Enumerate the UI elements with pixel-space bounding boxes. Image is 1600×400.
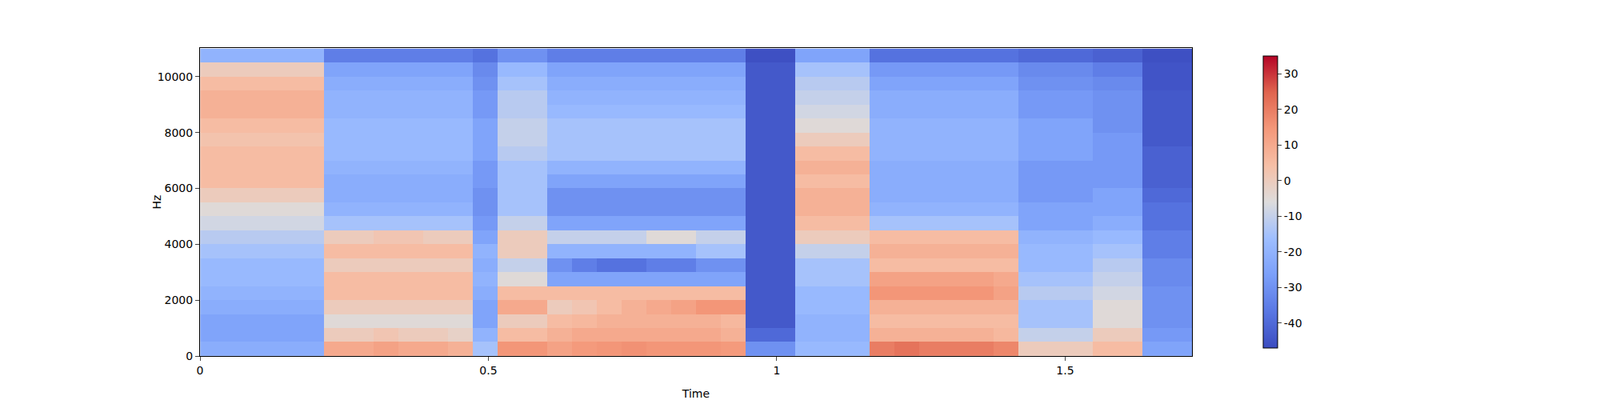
svg-text:1.5: 1.5 (1056, 364, 1074, 377)
svg-text:10: 10 (1284, 138, 1299, 152)
svg-text:8000: 8000 (164, 126, 194, 140)
svg-text:4000: 4000 (164, 237, 194, 251)
svg-text:2000: 2000 (164, 293, 194, 307)
svg-text:10000: 10000 (157, 70, 194, 84)
svg-text:0: 0 (185, 349, 193, 363)
svg-text:0.5: 0.5 (479, 364, 497, 377)
svg-text:0: 0 (1284, 174, 1292, 188)
svg-text:-20: -20 (1284, 245, 1303, 259)
svg-text:-40: -40 (1284, 316, 1303, 330)
svg-text:-30: -30 (1284, 280, 1303, 294)
svg-text:-10: -10 (1284, 209, 1303, 223)
svg-text:Hz: Hz (150, 195, 164, 210)
svg-text:1: 1 (772, 364, 780, 377)
svg-text:30: 30 (1284, 67, 1299, 80)
svg-text:0: 0 (196, 364, 204, 377)
svg-text:Time: Time (681, 387, 710, 400)
svg-text:20: 20 (1284, 103, 1299, 116)
svg-text:6000: 6000 (164, 181, 194, 195)
